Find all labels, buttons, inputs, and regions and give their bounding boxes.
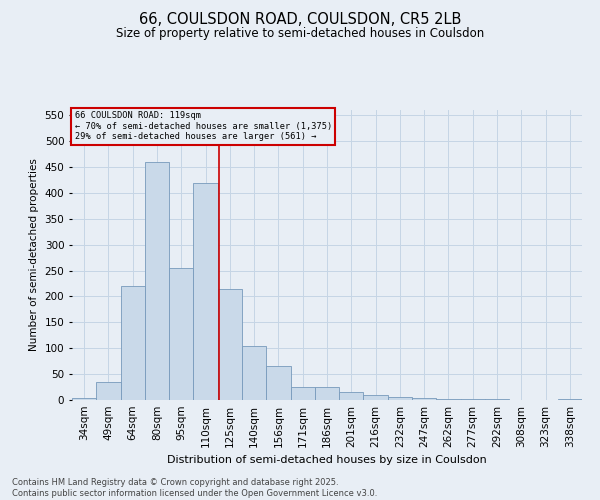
Bar [145,162,169,400]
X-axis label: Distribution of semi-detached houses by size in Coulsdon: Distribution of semi-detached houses by … [167,456,487,466]
Bar [72,398,96,400]
Bar [96,382,121,400]
Bar [388,398,412,400]
Bar [436,399,461,400]
Text: Contains HM Land Registry data © Crown copyright and database right 2025.
Contai: Contains HM Land Registry data © Crown c… [12,478,377,498]
Y-axis label: Number of semi-detached properties: Number of semi-detached properties [29,158,39,352]
Text: Size of property relative to semi-detached houses in Coulsdon: Size of property relative to semi-detach… [116,28,484,40]
Bar [339,392,364,400]
Bar [364,395,388,400]
Bar [266,366,290,400]
Bar [290,387,315,400]
Bar [412,398,436,400]
Bar [193,182,218,400]
Text: 66, COULSDON ROAD, COULSDON, CR5 2LB: 66, COULSDON ROAD, COULSDON, CR5 2LB [139,12,461,28]
Bar [218,288,242,400]
Bar [242,346,266,400]
Bar [315,387,339,400]
Bar [169,268,193,400]
Bar [121,286,145,400]
Text: 66 COULSDON ROAD: 119sqm
← 70% of semi-detached houses are smaller (1,375)
29% o: 66 COULSDON ROAD: 119sqm ← 70% of semi-d… [74,112,332,141]
